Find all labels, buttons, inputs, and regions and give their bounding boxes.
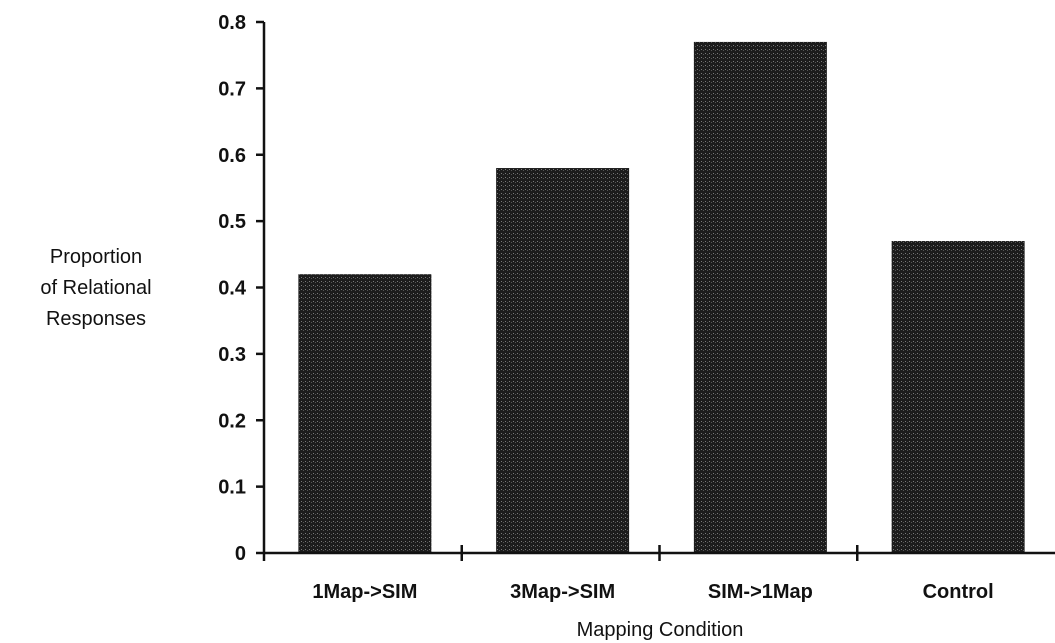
y-tick-label: 0 bbox=[235, 543, 246, 565]
y-tick-label: 0.6 bbox=[218, 145, 246, 167]
bar bbox=[496, 168, 630, 553]
y-tick-label: 0.3 bbox=[218, 344, 246, 366]
y-axis-title-line-3: Responses bbox=[46, 308, 146, 330]
x-tick-label: 3Map->SIM bbox=[510, 581, 615, 603]
bar bbox=[891, 241, 1025, 553]
y-tick-label: 0.4 bbox=[218, 278, 247, 300]
bars bbox=[298, 41, 1025, 553]
x-axis-ticks: 1Map->SIM 3Map->SIM SIM->1Map Control bbox=[262, 545, 994, 603]
y-axis-title-line-1: Proportion bbox=[50, 246, 142, 268]
x-tick-label: SIM->1Map bbox=[708, 581, 813, 603]
y-tick-label: 0.7 bbox=[218, 78, 246, 100]
x-tick-label: 1Map->SIM bbox=[312, 581, 417, 603]
x-tick-label: Control bbox=[923, 581, 994, 603]
y-axis-ticks: 0 0.1 0.2 0.3 0.4 0.5 0.6 0.7 0.8 bbox=[218, 12, 264, 565]
bar bbox=[693, 41, 827, 553]
y-axis-title: Proportion of Relational Responses bbox=[40, 246, 151, 330]
x-axis-title: Mapping Condition bbox=[577, 619, 744, 641]
y-tick-label: 0.8 bbox=[218, 12, 246, 34]
y-tick-label: 0.1 bbox=[218, 477, 246, 499]
bar bbox=[298, 274, 432, 553]
y-tick-label: 0.5 bbox=[218, 211, 246, 233]
y-tick-label: 0.2 bbox=[218, 410, 246, 432]
y-axis-title-line-2: of Relational bbox=[40, 277, 151, 299]
